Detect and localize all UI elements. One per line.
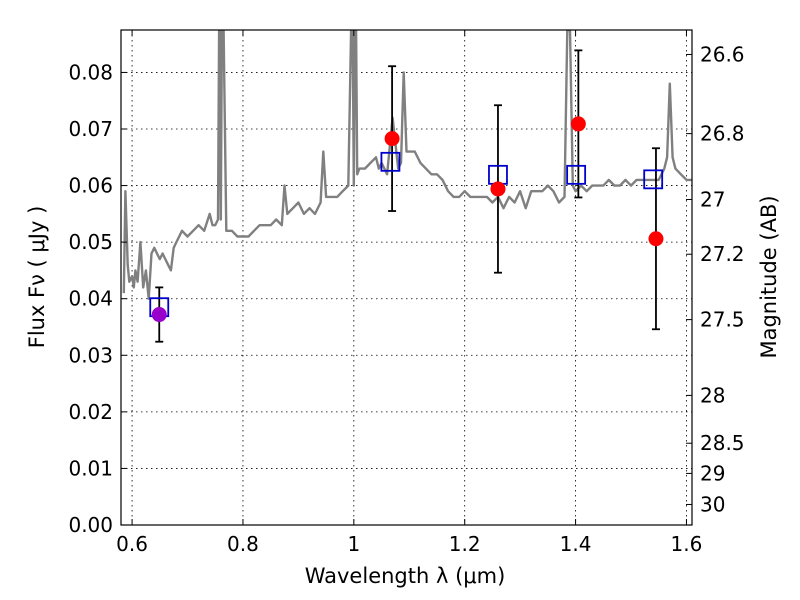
y2-tick-label-4: 27.5	[700, 308, 745, 332]
plot-frame	[120, 29, 693, 526]
y2-tick-label-6: 28.5	[700, 431, 745, 455]
model-band-square-4	[643, 169, 664, 190]
y2-tick-label-0: 26.6	[700, 42, 745, 66]
y2-axis-label: Magnitude (AB)	[757, 195, 781, 358]
x-axis-ticks: 0.6 0.8 1 1.2 1.4 1.6	[116, 30, 702, 556]
observed-point-1	[384, 131, 400, 147]
model-band-square-3	[566, 164, 587, 185]
y-tick-label-1: 0.01	[68, 456, 113, 480]
y2-axis-ticks: 26.6 26.8 27 27.2 27.5 28 28.5 29 30	[686, 42, 745, 516]
x-tick-label-5: 1.6	[671, 532, 703, 556]
y-tick-label-2: 0.02	[68, 400, 113, 424]
y2-tick-label-8: 30	[700, 492, 725, 516]
model-band-square-1	[380, 151, 401, 172]
y-axis-ticks: 0.00 0.01 0.02 0.03 0.04 0.05 0.06 0.07 0.08	[68, 60, 127, 537]
y-tick-label-5: 0.05	[68, 230, 113, 254]
observed-point-4	[648, 231, 664, 247]
y-tick-label-0: 0.00	[68, 513, 113, 537]
y2-tick-label-3: 27.2	[700, 242, 745, 266]
model-spectrum-line	[122, 30, 692, 300]
y-tick-label-4: 0.04	[68, 287, 113, 311]
observed-point-0	[151, 307, 167, 323]
observed-errorbars	[155, 49, 660, 343]
grid-lines	[121, 30, 692, 526]
y2-tick-label-1: 26.8	[700, 122, 745, 146]
x-tick-label-1: 0.8	[227, 532, 259, 556]
x-tick-label-2: 1	[347, 532, 360, 556]
x-tick-label-0: 0.6	[116, 532, 148, 556]
x-axis-label: Wavelength λ (μm)	[305, 564, 506, 588]
y-axis-label: Flux Fν ( μJy )	[25, 206, 49, 349]
y2-tick-label-5: 28	[700, 383, 725, 407]
x-tick-label-3: 1.2	[449, 532, 481, 556]
y-tick-label-8: 0.08	[68, 60, 113, 84]
model-spectrum	[122, 30, 692, 300]
y2-tick-label-7: 29	[700, 461, 725, 485]
model-band-fluxes	[149, 151, 664, 318]
observed-point-3	[570, 116, 586, 132]
y-tick-label-3: 0.03	[68, 343, 113, 367]
y-tick-label-7: 0.07	[68, 117, 113, 141]
observed-fluxes	[151, 116, 664, 323]
y-tick-label-6: 0.06	[68, 174, 113, 198]
x-tick-label-4: 1.4	[560, 532, 592, 556]
observed-point-2	[490, 181, 506, 197]
y2-tick-label-2: 27	[700, 187, 725, 211]
